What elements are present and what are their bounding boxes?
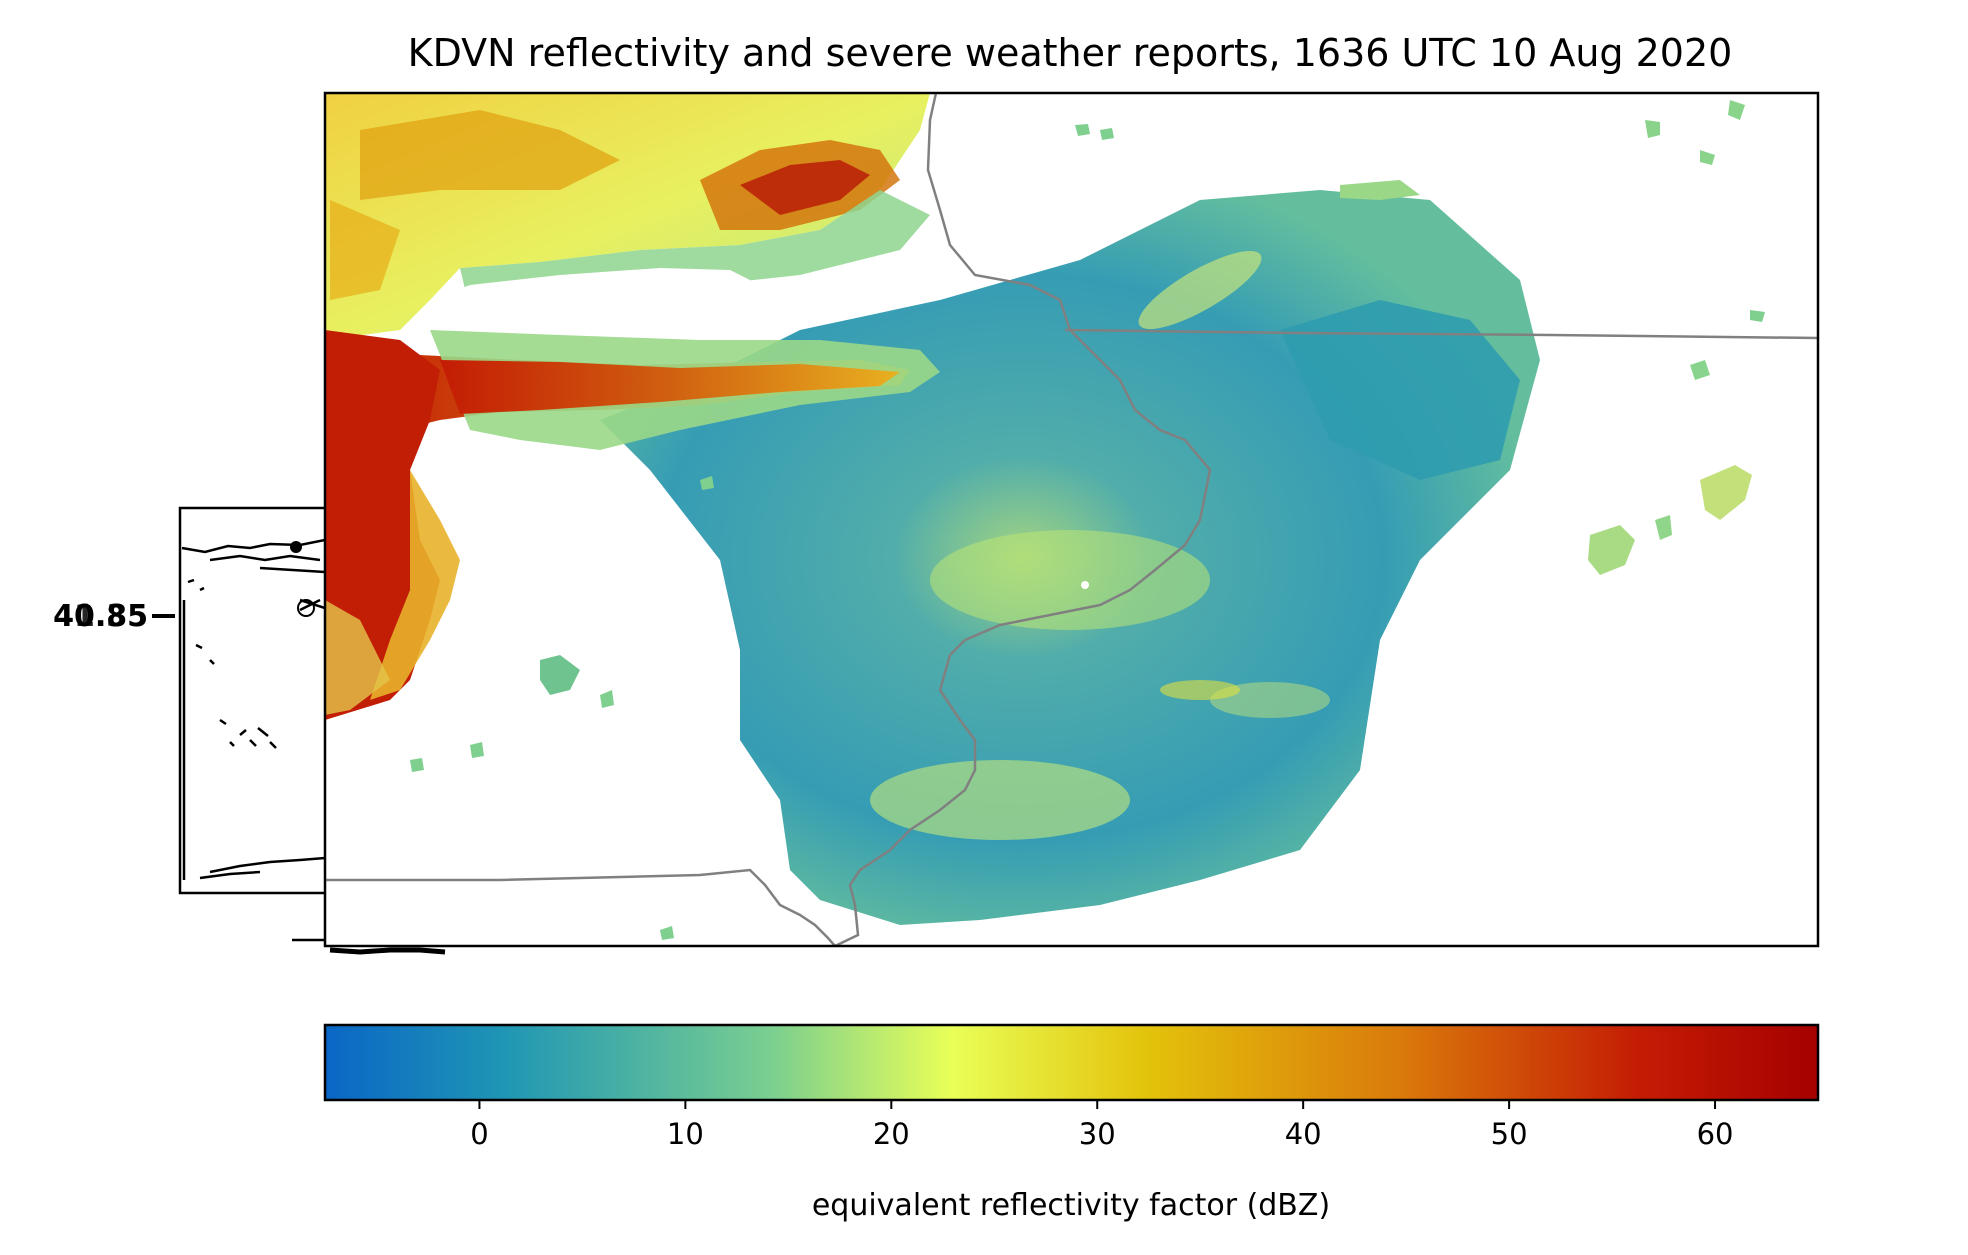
colorbar-tick-label: 40 <box>1285 1117 1322 1151</box>
radar-site-marker <box>1081 581 1089 589</box>
colorbar-tick-label: 20 <box>873 1117 910 1151</box>
echo-east-lobe <box>1280 300 1520 480</box>
inset-lat-label: 40.85 <box>53 599 148 634</box>
map-title: KDVN reflectivity and severe weather rep… <box>408 31 1733 75</box>
colorbar-tick-label: 30 <box>1079 1117 1116 1151</box>
colorbar-tick-label: 10 <box>667 1117 704 1151</box>
colorbar-tick-label: 0 <box>470 1117 488 1151</box>
map-frame <box>323 91 1820 948</box>
colorbar-label: equivalent reflectivity factor (dBZ) <box>812 1188 1330 1223</box>
inset-lat-labels: 40.85 41.35 <box>53 599 175 634</box>
state-border-iowa-missouri <box>325 868 836 946</box>
main-map <box>323 91 1820 948</box>
state-border-iowa-minnesota <box>1064 328 1818 340</box>
inset-map <box>178 506 342 895</box>
state-border-iowa-illinois <box>834 93 1212 946</box>
inset-coastline-fragment <box>329 947 446 955</box>
inset-lat-label: 41.35 <box>53 599 148 634</box>
reflectivity-field <box>325 93 1818 946</box>
colorbar-ticks: 0 10 20 30 40 50 60 <box>470 1100 1733 1151</box>
colorbar-gradient <box>323 1023 1820 1102</box>
inset-marker <box>290 541 302 553</box>
colorbar: 0 10 20 30 40 50 60 equivalent reflectivity fa… <box>323 1023 1820 1223</box>
colorbar-tick-label: 50 <box>1491 1117 1528 1151</box>
colorbar-tick-label: 60 <box>1697 1117 1734 1151</box>
